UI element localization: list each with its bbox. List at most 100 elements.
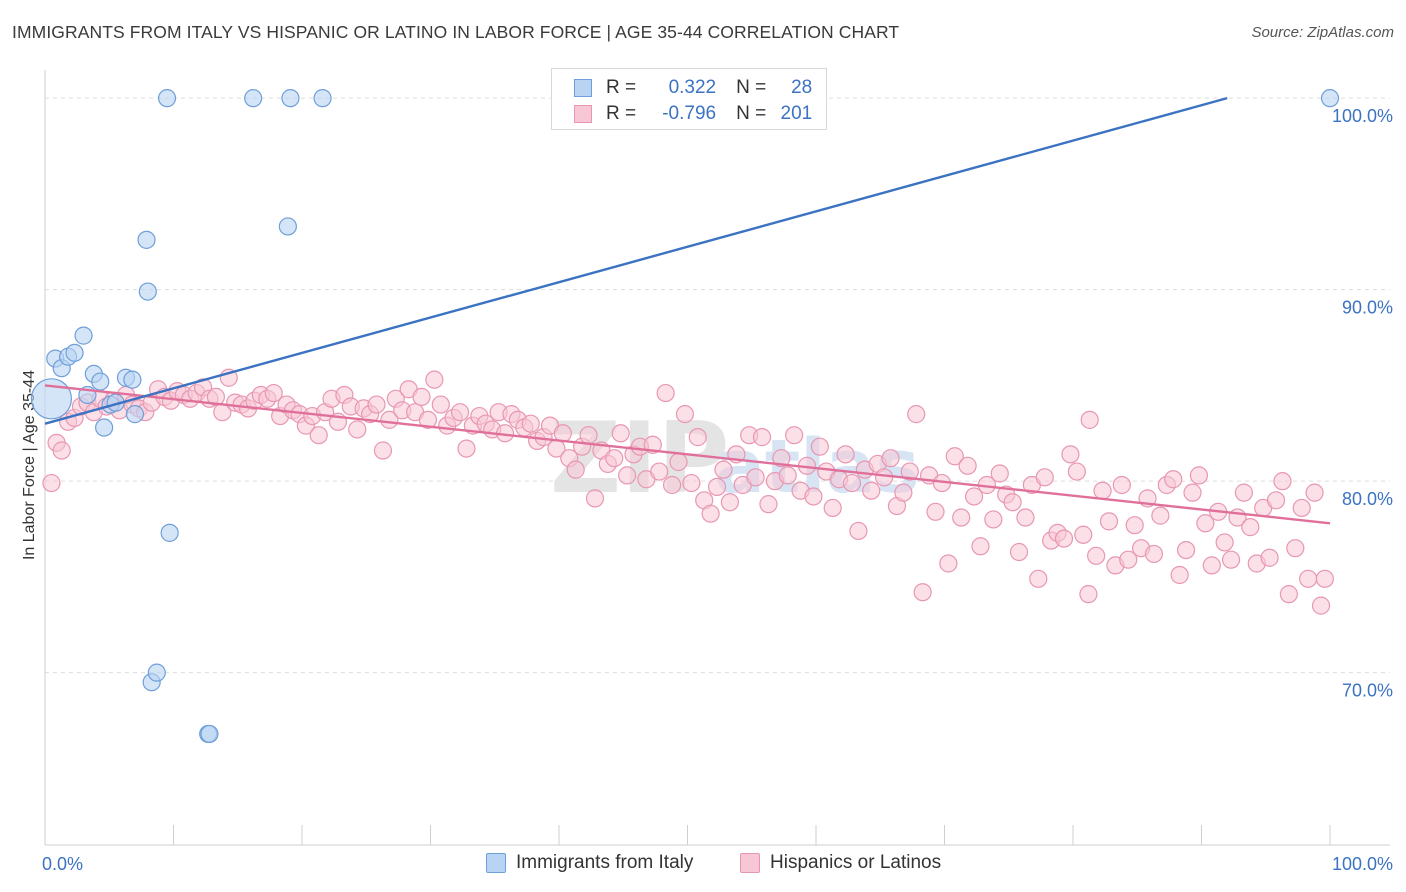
data-point-italy <box>125 405 145 424</box>
data-point-hispanics <box>939 554 958 573</box>
data-point-hispanics <box>1093 481 1112 500</box>
data-point-hispanics <box>52 441 71 460</box>
data-point-hispanics <box>1299 569 1318 588</box>
data-point-italy <box>160 523 179 542</box>
data-point-hispanics <box>1119 550 1138 569</box>
data-point-hispanics <box>701 504 720 523</box>
data-point-hispanics <box>862 481 881 500</box>
data-point-hispanics <box>1260 548 1279 567</box>
y-tick-label: 100.0% <box>1332 106 1393 126</box>
data-point-hispanics <box>849 521 868 541</box>
legend-swatch-hispanics <box>574 105 592 123</box>
data-point-italy <box>95 418 114 437</box>
data-point-hispanics <box>1196 514 1215 533</box>
data-point-hispanics <box>1087 546 1106 565</box>
data-point-italy <box>147 663 166 682</box>
legend-item-hispanics: Hispanics or Latinos <box>740 852 941 874</box>
data-point-hispanics <box>1279 585 1298 604</box>
data-point-hispanics <box>1286 539 1305 558</box>
data-point-italy <box>200 724 219 744</box>
data-point-italy <box>65 343 84 362</box>
data-point-hispanics <box>1266 491 1286 510</box>
legend-swatch-italy <box>486 853 506 873</box>
data-point-hispanics <box>675 405 695 424</box>
data-point-hispanics <box>1016 508 1035 527</box>
data-point-italy <box>74 326 93 345</box>
series-italy-points <box>30 89 1340 744</box>
data-point-italy <box>244 89 263 108</box>
data-point-hispanics <box>1170 565 1189 585</box>
legend-n-value-italy: 28 <box>791 77 813 98</box>
legend-row-italy: R = 0.322 N = 28 <box>574 75 812 101</box>
trend-lines <box>44 96 1331 525</box>
data-point-hispanics <box>752 428 772 447</box>
data-point-italy <box>30 378 73 420</box>
data-point-hispanics <box>521 414 540 433</box>
data-point-hispanics <box>759 495 778 514</box>
data-point-hispanics <box>611 424 630 443</box>
data-point-hispanics <box>618 466 637 485</box>
data-point-hispanics <box>720 493 740 512</box>
data-point-hispanics <box>1054 529 1074 548</box>
data-point-hispanics <box>1112 475 1131 495</box>
y-tick-label: 80.0% <box>1342 489 1393 509</box>
legend-row-hispanics: R = -0.796 N = 201 <box>574 101 812 127</box>
data-point-hispanics <box>823 498 842 518</box>
data-point-hispanics <box>1189 466 1209 485</box>
legend-n-value-hispanics: 201 <box>780 103 813 124</box>
data-point-hispanics <box>1292 498 1311 518</box>
data-point-hispanics <box>1221 550 1241 569</box>
data-point-hispanics <box>1144 544 1164 564</box>
data-point-hispanics <box>1241 518 1260 537</box>
data-point-hispanics <box>669 452 688 472</box>
data-point-hispanics <box>605 449 624 468</box>
data-point-hispanics <box>1003 493 1022 512</box>
data-point-hispanics <box>682 473 701 493</box>
data-point-hispanics <box>566 460 585 479</box>
data-point-hispanics <box>1215 533 1234 552</box>
legend-swatch-italy <box>574 79 592 97</box>
data-point-hispanics <box>309 426 328 445</box>
data-point-hispanics <box>984 510 1003 529</box>
data-point-hispanics <box>1234 483 1254 502</box>
legend-label-hispanics: Hispanics or Latinos <box>770 852 942 873</box>
data-point-hispanics <box>450 403 470 422</box>
data-point-hispanics <box>746 468 765 487</box>
data-point-hispanics <box>714 460 733 479</box>
legend-r-value-italy: 0.322 <box>668 77 717 98</box>
data-point-hispanics <box>894 483 913 502</box>
data-point-hispanics <box>1079 585 1098 604</box>
correlation-legend: R = 0.322 N = 28 R = -0.796 N = 201 <box>551 68 827 130</box>
data-point-hispanics <box>1151 506 1170 525</box>
data-point-italy <box>313 89 332 108</box>
data-point-hispanics <box>900 462 919 481</box>
data-point-hispanics <box>875 468 894 487</box>
data-point-hispanics <box>1009 542 1029 562</box>
data-point-hispanics <box>1035 468 1054 487</box>
data-point-hispanics <box>707 477 727 496</box>
legend-n-label: N = <box>736 77 767 98</box>
data-point-hispanics <box>1305 483 1324 502</box>
data-point-italy <box>278 217 297 236</box>
data-point-hispanics <box>1067 462 1086 481</box>
data-point-hispanics <box>810 437 829 456</box>
data-point-hispanics <box>785 426 804 445</box>
tick-labels: 70.0% 80.0% 90.0% 100.0% 0.0% 100.0% <box>42 106 1393 874</box>
grid-lines <box>45 97 1390 674</box>
legend-r-label: R = <box>606 77 637 98</box>
data-point-hispanics <box>945 447 964 466</box>
x-tick-label: 0.0% <box>42 854 83 874</box>
data-point-hispanics <box>412 387 431 406</box>
data-point-italy <box>137 230 156 249</box>
data-point-hispanics <box>1176 540 1196 560</box>
data-point-italy <box>91 372 110 391</box>
data-point-hispanics <box>913 583 932 602</box>
data-point-hispanics <box>971 537 990 556</box>
x-tick-label: 100.0% <box>1332 854 1393 874</box>
legend-n-label: N = <box>736 103 767 124</box>
data-point-italy <box>123 370 142 389</box>
legend-r-value-hispanics: -0.796 <box>662 103 717 124</box>
source-note: Source: ZipAtlas.com <box>1251 24 1394 41</box>
data-point-hispanics <box>964 487 984 506</box>
data-point-hispanics <box>1202 556 1221 575</box>
